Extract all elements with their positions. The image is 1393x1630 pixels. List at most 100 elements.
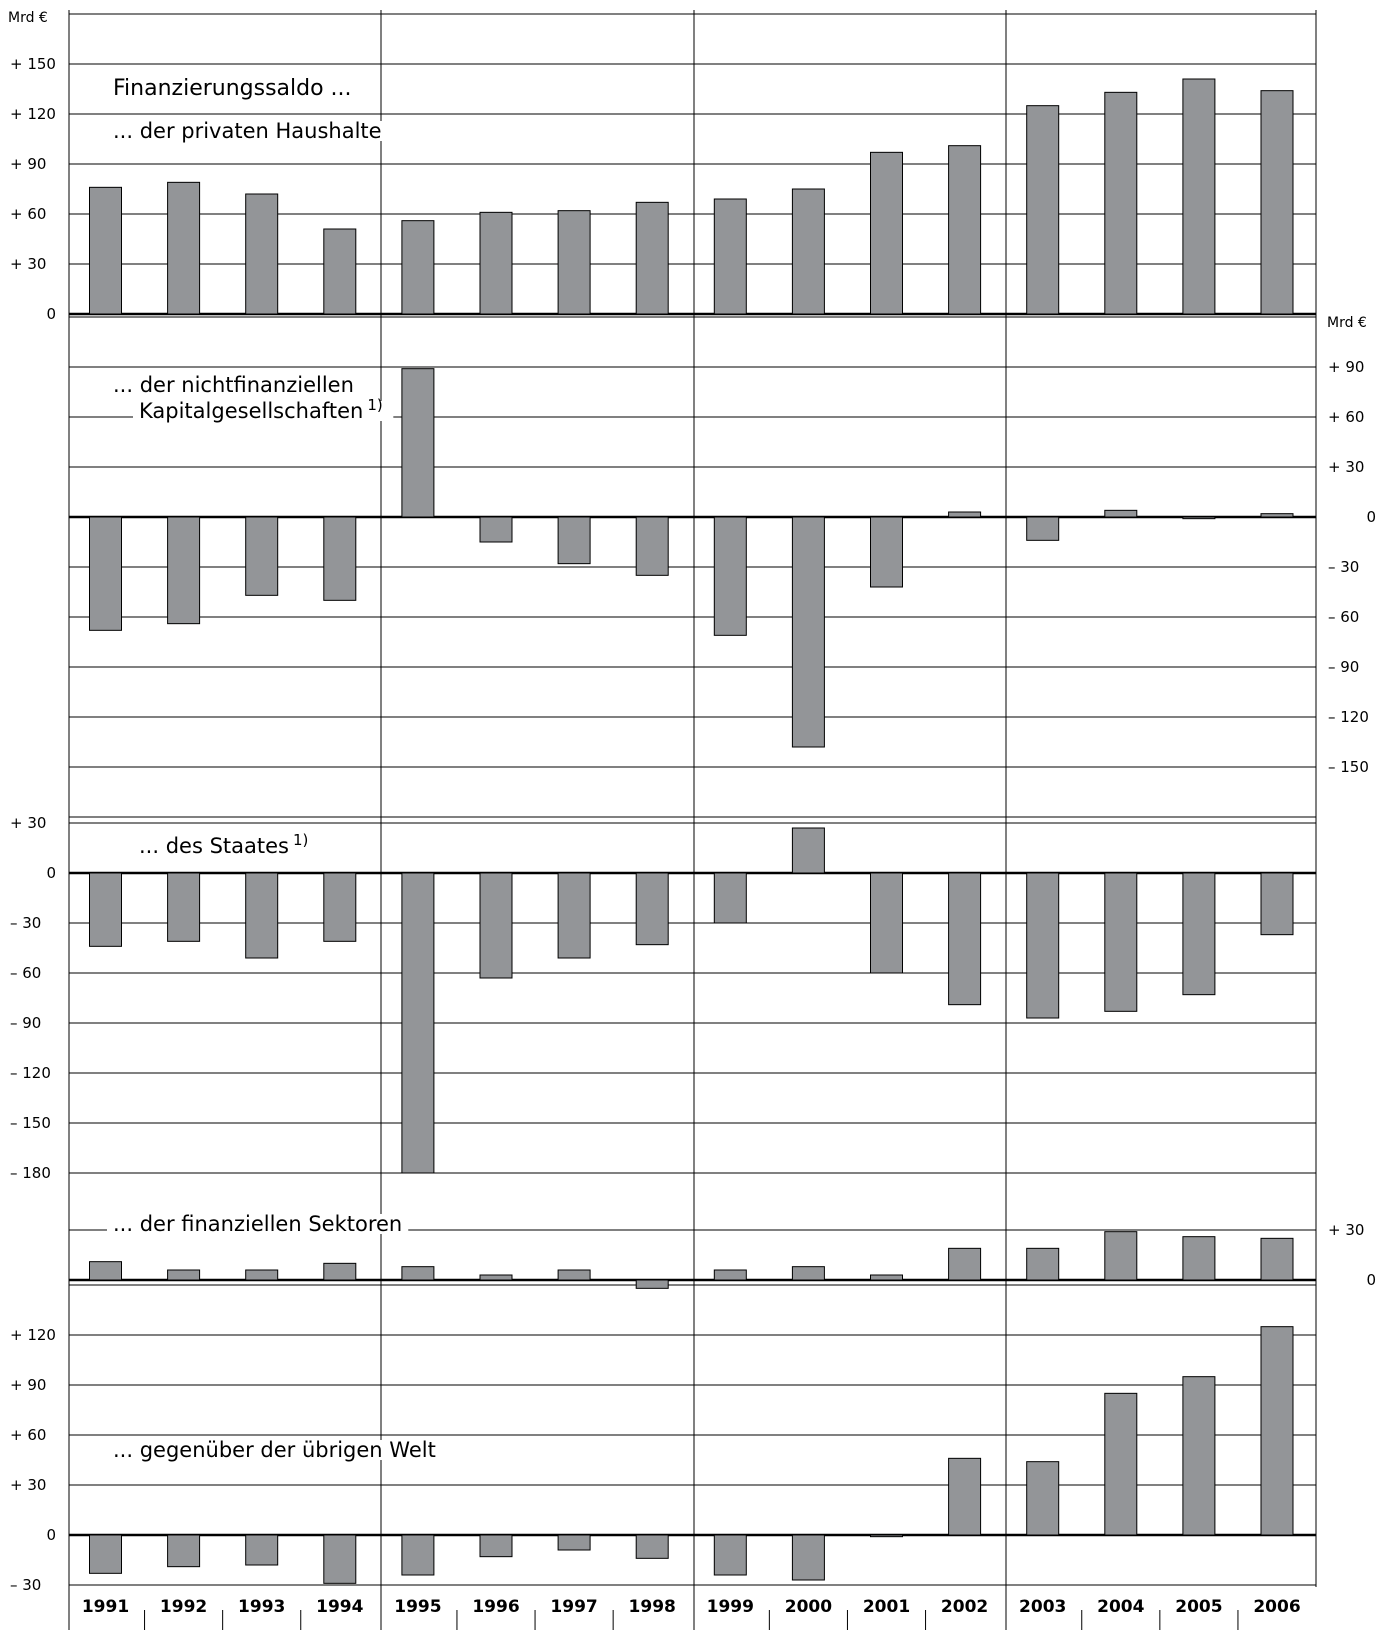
bar-rest_world-1993	[245, 1534, 279, 1566]
bar-financial-1998	[635, 1279, 669, 1289]
bar-nonfin-2005	[1182, 516, 1216, 520]
bar-rest_world-2001	[870, 1534, 903, 1538]
bar-state-1999	[713, 872, 747, 924]
bar-private-1994	[323, 228, 357, 315]
chart-title: Finanzierungssaldo ...	[113, 76, 352, 101]
bar-rest_world-1995	[401, 1534, 435, 1576]
label-background	[107, 76, 358, 101]
bar-financial-2001	[870, 1274, 903, 1281]
y-tick-label: – 60	[10, 964, 41, 982]
label-background	[133, 836, 319, 856]
panel-label-nonfin: ... der nichtfinanziellen	[113, 373, 354, 397]
bar-private-1993	[245, 193, 279, 315]
y-tick-label: 0	[46, 305, 56, 323]
bar-state-1992	[167, 872, 201, 942]
bar-private-2000	[791, 188, 825, 315]
label-background	[133, 401, 394, 421]
y-tick-label: – 120	[10, 1064, 51, 1082]
x-tick-label: 1996	[472, 1597, 519, 1617]
bar-nonfin-2003	[1026, 516, 1060, 541]
y-tick-label: – 150	[10, 1114, 51, 1132]
bar-rest_world-1994	[323, 1534, 357, 1584]
bar-state-1996	[479, 872, 513, 979]
bar-nonfin-2002	[948, 511, 982, 518]
bar-nonfin-1991	[89, 516, 122, 631]
bar-private-2006	[1260, 90, 1294, 315]
bar-financial-2003	[1026, 1247, 1060, 1281]
bar-private-1991	[89, 186, 122, 315]
bar-financial-2000	[791, 1266, 825, 1281]
x-tick-label: 2001	[863, 1597, 910, 1617]
y-tick-label: + 60	[10, 1426, 46, 1444]
bar-financial-2006	[1260, 1237, 1294, 1281]
bar-financial-1991	[89, 1261, 122, 1281]
y-tick-label: – 90	[10, 1014, 41, 1032]
bar-state-1998	[635, 872, 669, 946]
bar-nonfin-1998	[635, 516, 669, 576]
bar-rest_world-2002	[948, 1457, 982, 1536]
label-background	[107, 375, 360, 395]
y-tick-label: + 30	[1328, 458, 1364, 476]
bar-rest_world-1997	[557, 1534, 591, 1551]
bar-state-2005	[1182, 872, 1216, 996]
bar-state-1997	[557, 872, 591, 959]
x-tick-label: 1992	[160, 1597, 207, 1617]
bar-nonfin-2000	[791, 516, 825, 748]
bar-rest_world-2000	[791, 1534, 825, 1581]
bar-private-1998	[635, 201, 669, 315]
x-tick-label: 1997	[550, 1597, 597, 1617]
y-tick-label: – 30	[1328, 558, 1359, 576]
y-tick-label: + 30	[10, 1476, 46, 1494]
bar-state-2001	[870, 872, 903, 974]
bar-private-2001	[870, 151, 903, 315]
bar-financial-1995	[401, 1266, 435, 1281]
bar-nonfin-2001	[870, 516, 903, 588]
bar-financial-2004	[1104, 1231, 1138, 1281]
unit-label-left: Mrd €	[8, 10, 48, 26]
footnote-marker: 1)	[293, 831, 308, 849]
bar-state-2003	[1026, 872, 1060, 1019]
bar-private-1996	[479, 211, 513, 315]
y-tick-label: + 60	[10, 205, 46, 223]
labels: Mrd € Mrd € + 150 + 120 + 90 + 60 + 30 0 ... der…	[8, 10, 1376, 1617]
bar-state-1994	[323, 872, 357, 942]
panel-label-private: ... der privaten Haushalte	[113, 119, 382, 143]
bar-nonfin-1994	[323, 516, 357, 601]
bar-nonfin-2004	[1104, 509, 1138, 518]
bar-rest_world-1991	[89, 1534, 122, 1574]
bar-state-2006	[1260, 872, 1294, 936]
bar-private-2005	[1182, 78, 1216, 315]
y-tick-label: + 90	[10, 155, 46, 173]
bar-financial-1993	[245, 1269, 279, 1281]
y-tick-label: – 120	[1328, 708, 1369, 726]
label-background	[107, 1214, 409, 1234]
bar-nonfin-1996	[479, 516, 513, 543]
y-tick-label: – 150	[1328, 758, 1369, 776]
label-background	[107, 121, 388, 141]
y-tick-label: + 60	[1328, 408, 1364, 426]
x-tick-label: 1999	[707, 1597, 754, 1617]
y-tick-label: + 30	[10, 255, 46, 273]
bar-private-2002	[948, 145, 982, 315]
x-tick-label: 2004	[1097, 1597, 1144, 1617]
bars	[89, 78, 1294, 1584]
x-tick-label: 2003	[1019, 1597, 1066, 1617]
y-tick-label: + 90	[10, 1376, 46, 1394]
bar-financial-1999	[713, 1269, 747, 1281]
bar-private-1999	[713, 198, 747, 315]
bar-state-2004	[1104, 872, 1138, 1012]
bar-financial-2005	[1182, 1236, 1216, 1281]
bar-rest_world-1999	[713, 1534, 747, 1576]
bar-rest_world-2005	[1182, 1376, 1216, 1536]
bar-private-1992	[167, 181, 201, 315]
unit-label-right: Mrd €	[1327, 315, 1367, 331]
y-tick-label: + 120	[10, 105, 56, 123]
bar-nonfin-1995	[401, 368, 435, 518]
bar-rest_world-1996	[479, 1534, 513, 1558]
bar-nonfin-1997	[557, 516, 591, 565]
x-tick-label: 1995	[394, 1597, 441, 1617]
y-tick-label: – 30	[10, 914, 41, 932]
y-tick-label: – 180	[10, 1164, 51, 1182]
x-tick-label: 1993	[238, 1597, 285, 1617]
